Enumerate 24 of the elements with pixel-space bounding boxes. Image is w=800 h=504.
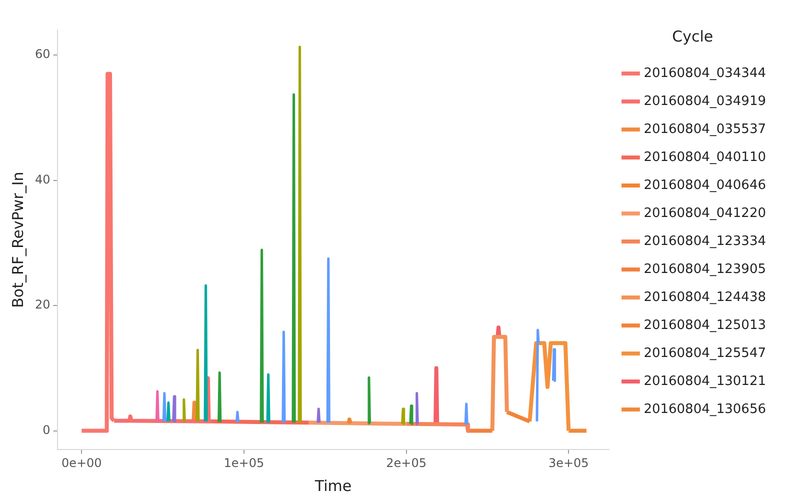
legend-label: 20160804_130656	[644, 402, 766, 417]
x-tick-label: 2e+05	[386, 456, 426, 470]
y-tick-label: 60	[34, 47, 50, 62]
x-tick-label: 3e+05	[548, 456, 589, 470]
y-tick-label: 0	[42, 422, 50, 437]
x-tick-label: 0e+00	[61, 456, 102, 470]
legend-label: 20160804_125547	[644, 346, 766, 361]
legend-title: Cycle	[672, 27, 714, 46]
y-axis-title: Bot_RF_RevPwr_In	[8, 172, 27, 308]
legend-label: 20160804_124438	[644, 290, 766, 305]
y-tick-label: 40	[34, 172, 50, 186]
legend-label: 20160804_123334	[644, 234, 766, 249]
legend-label: 20160804_035537	[644, 122, 766, 137]
legend-label: 20160804_040646	[644, 178, 766, 193]
legend-label: 20160804_123905	[644, 262, 766, 277]
legend-label: 20160804_130121	[644, 374, 766, 389]
y-tick-label: 20	[34, 298, 50, 312]
x-axis-title: Time	[314, 476, 352, 495]
x-tick-label: 1e+05	[224, 456, 264, 470]
legend-label: 20160804_041220	[644, 206, 766, 221]
legend-label: 20160804_034919	[644, 94, 766, 109]
legend-label: 20160804_040110	[644, 150, 766, 165]
legend-label: 20160804_125013	[644, 318, 766, 333]
legend-label: 20160804_034344	[644, 66, 766, 81]
